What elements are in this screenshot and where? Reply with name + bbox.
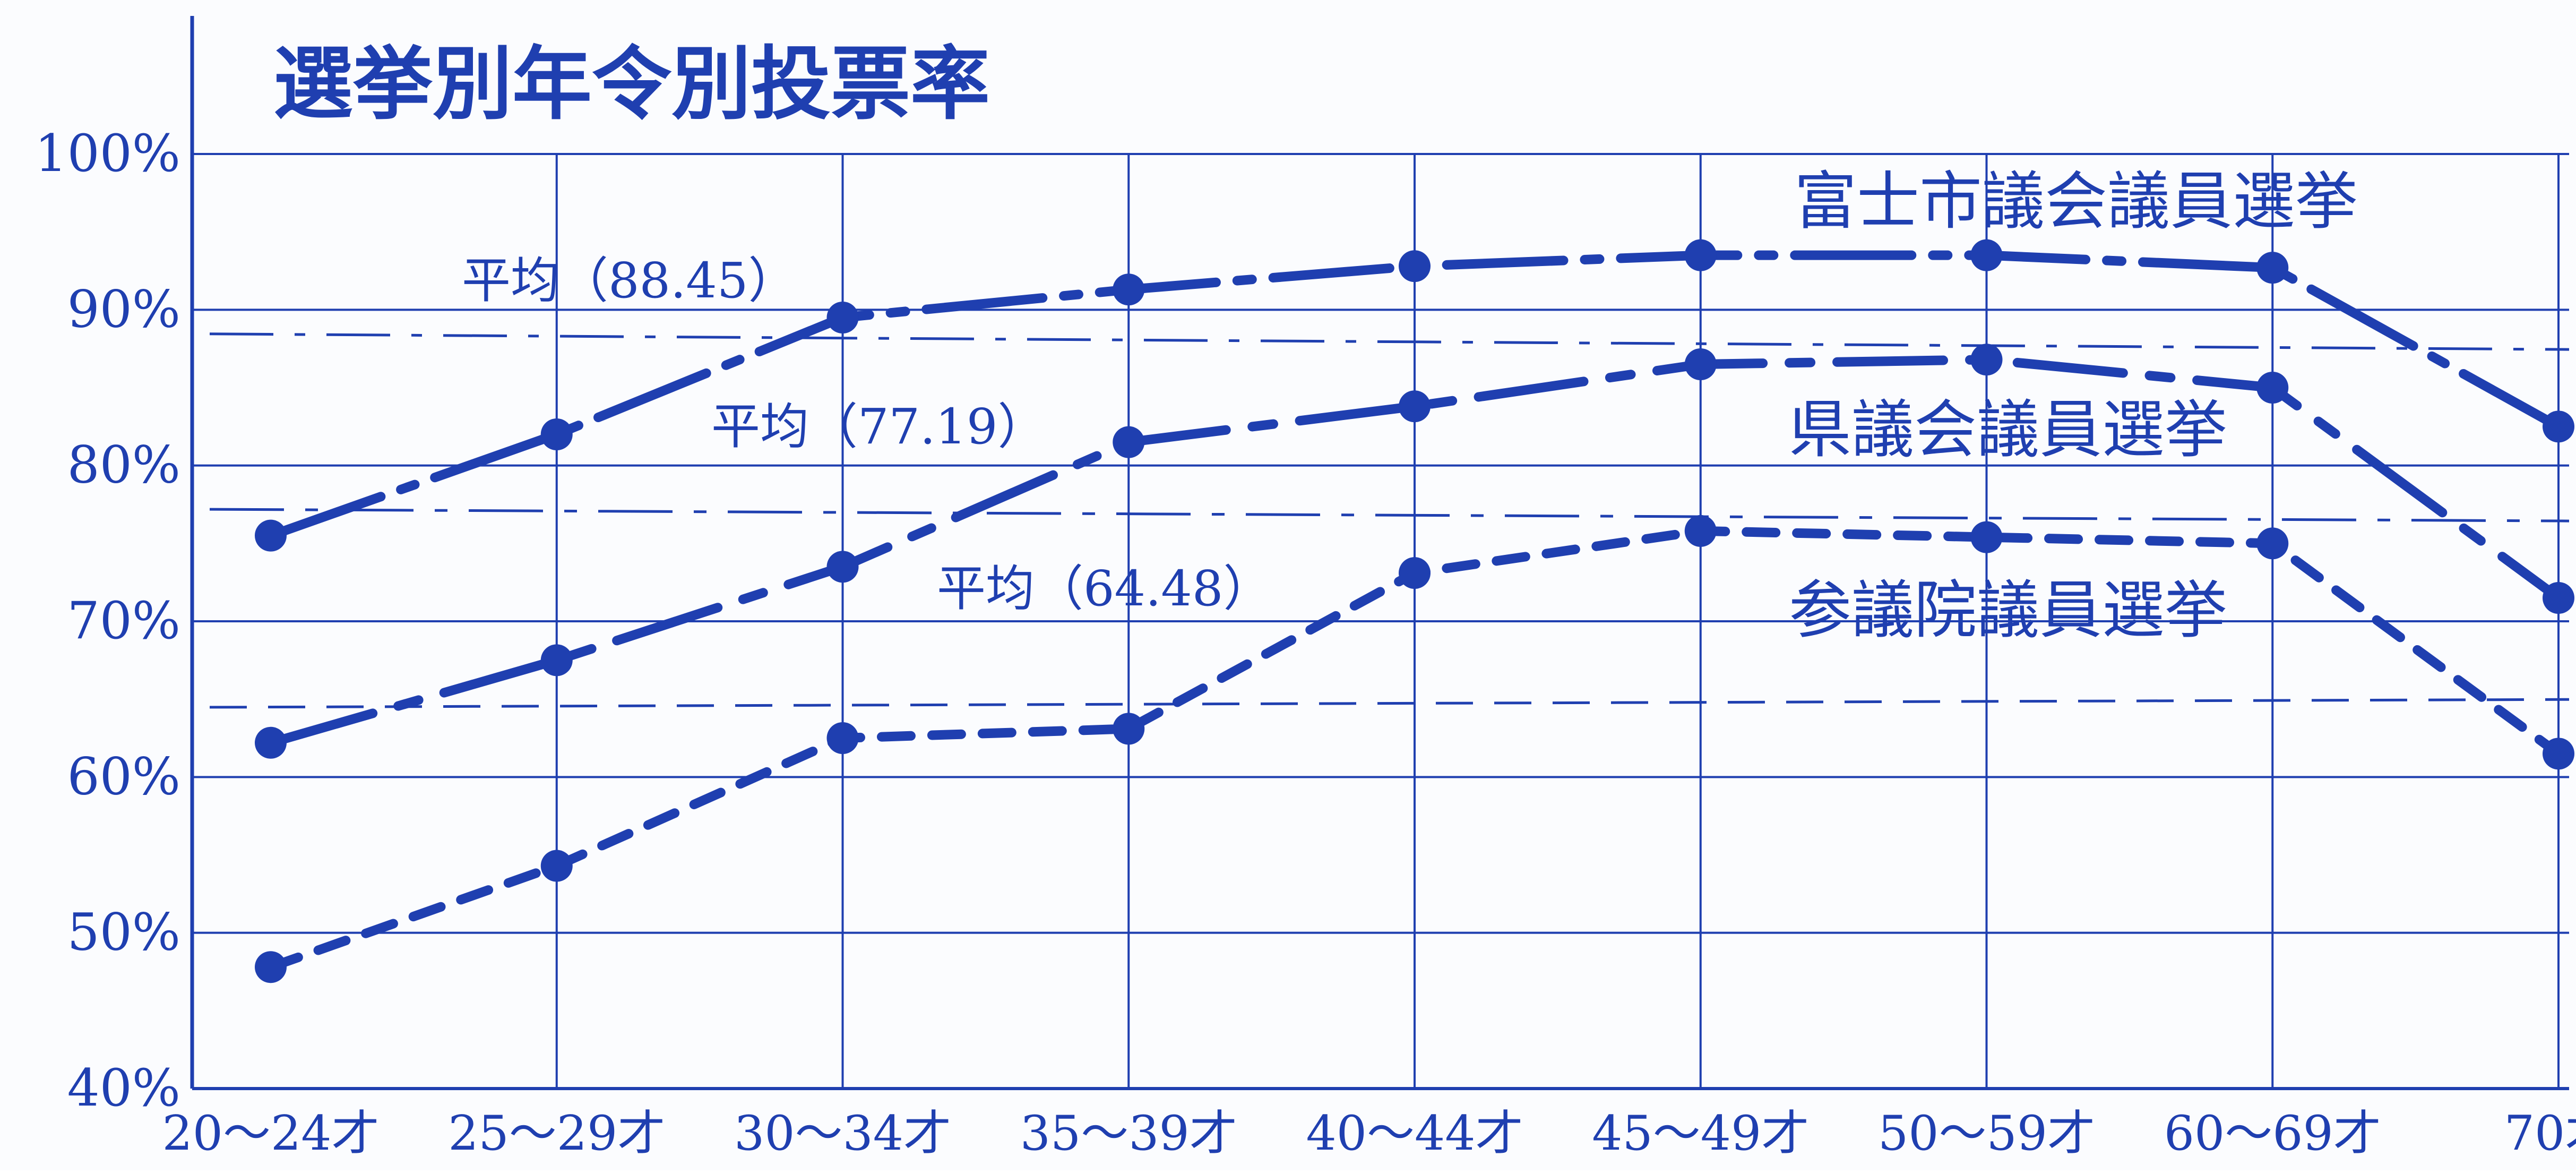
average-label: 平均（88.45） [462,252,797,309]
data-point [540,644,573,677]
average-line [209,332,2570,351]
text-layer: 選挙別年令別投票率 40% 50% 60% 70% 80% 90% 100% 20〜24才 25… [35,38,2576,1161]
y-tick-label: 100% [35,124,180,183]
average-label: 平均（64.48） [937,560,1272,617]
x-tick-label: 35〜39才 [1020,1106,1237,1161]
data-point [1970,344,2003,376]
data-point [2543,410,2574,443]
x-tick-label: 20〜24才 [162,1106,379,1161]
data-point [1684,239,1717,271]
average-line [209,508,2570,523]
series-line [266,355,2563,748]
data-point [2543,738,2574,770]
data-point [1113,713,1145,745]
data-point [2256,252,2289,284]
x-tick-label: 70才 [2504,1106,2576,1161]
data-point [2256,527,2289,560]
chart-title: 選挙別年令別投票率 [273,38,990,131]
x-tick-label: 45〜49才 [1592,1106,1809,1161]
data-point [540,418,573,450]
data-point [1399,390,1431,423]
y-tick-label: 70% [67,591,180,650]
series-name-label: 参議院議員選挙 [1789,573,2227,647]
data-point [1684,348,1717,380]
data-point [826,551,859,583]
data-point [2543,582,2574,614]
data-point [826,722,859,754]
data-point [1970,521,2003,553]
series-layer [255,239,2574,983]
data-point [540,850,573,882]
x-tick-label: 25〜29才 [448,1106,665,1161]
x-tick-label: 40〜44才 [1306,1106,1523,1161]
data-point [255,519,287,552]
series-name-label: 県議会議員選挙 [1789,393,2227,466]
series-name-label: 富士市議会議員選挙 [1794,165,2358,238]
average-line [209,698,2570,709]
data-point [1113,426,1145,458]
y-tick-label: 90% [67,279,180,339]
data-point [1399,557,1431,589]
data-point [2256,372,2289,404]
data-point [255,951,287,983]
x-tick-label: 30〜34才 [734,1106,951,1161]
y-tick-label: 50% [67,903,180,962]
data-point [826,302,859,333]
data-point [255,726,287,759]
data-point [1113,273,1145,306]
y-tick-label: 60% [67,747,180,806]
average-label: 平均（77.19） [711,398,1046,455]
data-point [1970,239,2003,271]
data-point [1684,515,1717,547]
x-tick-label: 50〜59才 [1878,1106,2095,1161]
y-tick-label: 80% [67,435,180,495]
average-lines-layer [209,332,2570,709]
x-tick-label: 60〜69才 [2164,1106,2381,1161]
data-point [1399,250,1431,282]
grid-layer [190,16,2569,1090]
y-tick-label: 40% [67,1058,180,1118]
